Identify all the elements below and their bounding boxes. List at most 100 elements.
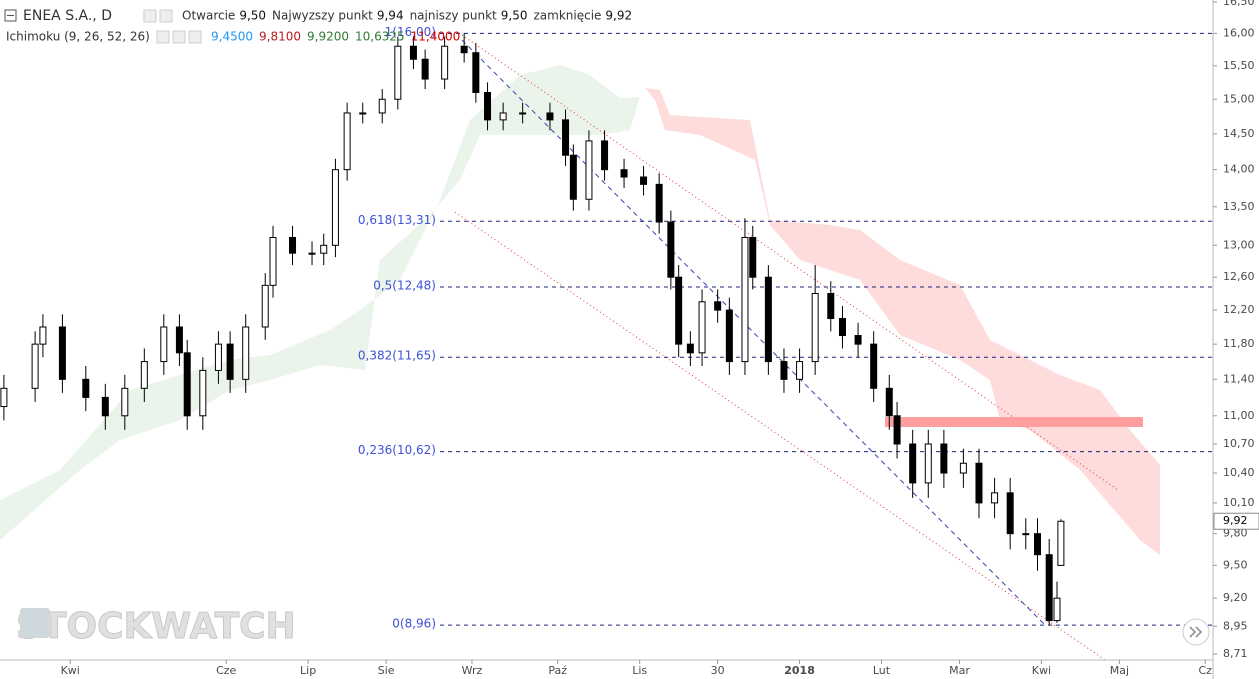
candle-body bbox=[1006, 492, 1014, 535]
x-tick-label: Cz bbox=[1198, 664, 1212, 677]
candle-body bbox=[1053, 597, 1061, 622]
y-tick-label: 9,80 bbox=[1223, 527, 1248, 540]
ohlc-value: 9,50 bbox=[501, 9, 528, 23]
watermark: STOCKWATCH bbox=[16, 606, 296, 647]
ohlc-label: Najwyzszy punkt bbox=[272, 9, 373, 23]
x-tick-label: 30 bbox=[711, 664, 725, 677]
last-price-box bbox=[1213, 512, 1259, 530]
y-tick-label: 13,00 bbox=[1223, 238, 1255, 251]
indicator-value: 9,9200 bbox=[307, 30, 349, 44]
candle-body bbox=[308, 252, 316, 255]
y-tick-label: 12,20 bbox=[1223, 303, 1255, 316]
fib-label: 0,5(12,48) bbox=[373, 278, 436, 292]
y-tick-label: 9,50 bbox=[1223, 558, 1248, 571]
indicator-value: 11,4000 bbox=[411, 30, 461, 44]
y-tick-label: 8,95 bbox=[1223, 619, 1248, 632]
indicator-value: 9,8100 bbox=[259, 30, 301, 44]
candle-body bbox=[1057, 520, 1065, 566]
icon-button[interactable] bbox=[188, 30, 202, 44]
icon-button[interactable] bbox=[159, 9, 173, 23]
candle-body bbox=[585, 140, 593, 200]
icon-button[interactable] bbox=[143, 9, 157, 23]
icon-button[interactable] bbox=[172, 30, 186, 44]
fib-label: 0(8,96) bbox=[392, 617, 436, 631]
ohlc-label: Otwarcie bbox=[182, 9, 235, 23]
resistance-zone bbox=[885, 417, 1143, 427]
y-tick-label: 11,80 bbox=[1223, 337, 1255, 350]
y-tick-label: 10,70 bbox=[1223, 437, 1255, 450]
candle-body bbox=[39, 326, 47, 345]
candle-body bbox=[909, 443, 917, 484]
candle-body bbox=[655, 183, 663, 223]
candle-body bbox=[175, 326, 183, 354]
trend-line bbox=[461, 39, 1046, 626]
y-tick-label: 14,50 bbox=[1223, 127, 1255, 140]
collapse-icon[interactable] bbox=[4, 9, 17, 22]
candle-body bbox=[421, 58, 429, 80]
candle-body bbox=[601, 140, 609, 171]
candle-body bbox=[959, 462, 967, 474]
x-tick-label: Kwi bbox=[61, 664, 80, 677]
candle-body bbox=[714, 301, 722, 311]
candle-body bbox=[199, 369, 207, 417]
y-tick-label: 13,50 bbox=[1223, 200, 1255, 213]
x-tick-label: 2018 bbox=[784, 664, 815, 677]
y-tick-label: 15,00 bbox=[1223, 92, 1255, 105]
candle-body bbox=[725, 309, 733, 363]
candle-body bbox=[885, 387, 893, 417]
candle-body bbox=[343, 112, 351, 171]
x-tick-label: Lis bbox=[632, 664, 647, 677]
candle-body bbox=[991, 492, 999, 504]
candle-body bbox=[1045, 554, 1053, 622]
candle-body bbox=[183, 352, 191, 417]
ohlc-value: 9,92 bbox=[605, 9, 632, 23]
icon-button[interactable] bbox=[156, 30, 170, 44]
candle-body bbox=[780, 361, 788, 380]
ohlc-value: 9,50 bbox=[239, 9, 266, 23]
candle-body bbox=[31, 343, 39, 389]
candle-body bbox=[472, 52, 480, 93]
candle-body bbox=[749, 236, 757, 278]
candle-body bbox=[378, 98, 386, 114]
scroll-button[interactable] bbox=[1182, 618, 1210, 646]
candle-body bbox=[811, 293, 819, 363]
candle-body bbox=[359, 112, 367, 115]
fib-label: 0,618(13,31) bbox=[358, 213, 436, 227]
x-tick-label: Cze bbox=[216, 664, 236, 677]
x-tick-label: Maj bbox=[1110, 664, 1129, 677]
ohlc-value: 9,94 bbox=[377, 9, 404, 23]
candle-body bbox=[101, 396, 109, 417]
candle-body bbox=[640, 176, 648, 185]
symbol: ENEA S.A., D bbox=[23, 8, 112, 24]
candle-body bbox=[827, 293, 835, 320]
candle-body bbox=[121, 387, 129, 417]
candle-body bbox=[569, 154, 577, 200]
candle-body bbox=[854, 335, 862, 345]
header: ENEA S.A., D Ichimoku (9, 26, 52, 26) Ot… bbox=[4, 8, 632, 44]
candle-body bbox=[675, 276, 683, 345]
y-tick-label: 14,00 bbox=[1223, 163, 1255, 176]
y-tick-label: 10,40 bbox=[1223, 466, 1255, 479]
y-tick-label: 12,60 bbox=[1223, 270, 1255, 283]
candle-body bbox=[1022, 533, 1030, 536]
candle-body bbox=[214, 343, 222, 371]
last-price-label: 9,92 bbox=[1223, 514, 1248, 527]
candle-body bbox=[686, 343, 694, 354]
y-tick-label: 8,71 bbox=[1223, 647, 1248, 660]
candle-body bbox=[940, 443, 948, 474]
fib-label: 1(16,00) bbox=[385, 25, 436, 39]
candle-body bbox=[58, 326, 66, 380]
candle-body bbox=[441, 45, 449, 80]
candle-body bbox=[620, 169, 628, 178]
y-tick-label: 11,00 bbox=[1223, 409, 1255, 422]
ichimoku-cloud-bear bbox=[645, 88, 1160, 555]
candle-body bbox=[394, 45, 402, 100]
x-tick-label: Lut bbox=[873, 664, 891, 677]
candle-body bbox=[140, 361, 148, 389]
candle-body bbox=[289, 236, 297, 254]
x-tick-label: Paź bbox=[548, 664, 567, 677]
candle-body bbox=[484, 91, 492, 121]
candle-body bbox=[0, 387, 8, 408]
candle-body bbox=[409, 45, 417, 60]
